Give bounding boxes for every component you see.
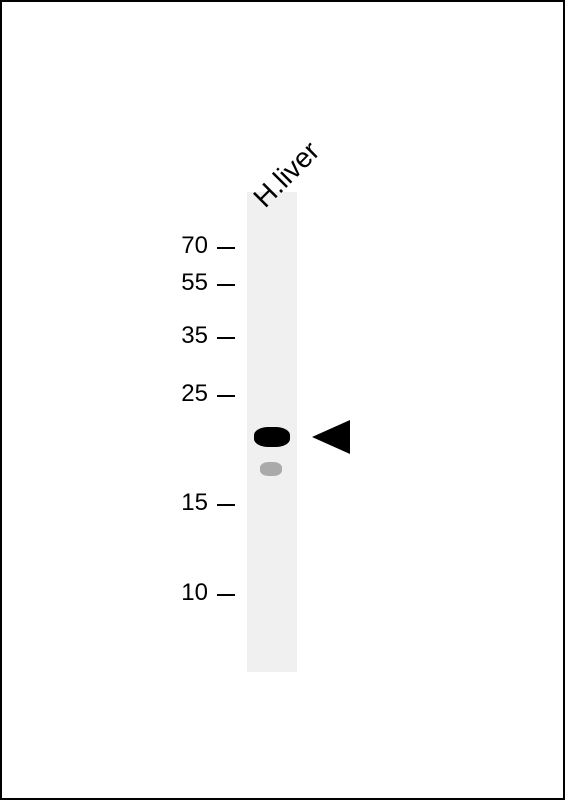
- marker-tick-15: [217, 504, 235, 506]
- marker-label-10: 10: [168, 579, 208, 607]
- marker-label-35: 35: [168, 322, 208, 350]
- band-indicator-arrow: [312, 420, 350, 454]
- marker-tick-10: [217, 594, 235, 596]
- primary-band: [254, 427, 290, 447]
- blot-container: H.liver 70 55 35 25 15 10: [0, 0, 565, 800]
- secondary-band: [260, 462, 282, 476]
- marker-tick-35: [217, 337, 235, 339]
- marker-tick-25: [217, 395, 235, 397]
- marker-label-70: 70: [168, 232, 208, 260]
- marker-label-55: 55: [168, 269, 208, 297]
- marker-label-15: 15: [168, 489, 208, 517]
- marker-tick-55: [217, 284, 235, 286]
- marker-label-25: 25: [168, 380, 208, 408]
- marker-tick-70: [217, 247, 235, 249]
